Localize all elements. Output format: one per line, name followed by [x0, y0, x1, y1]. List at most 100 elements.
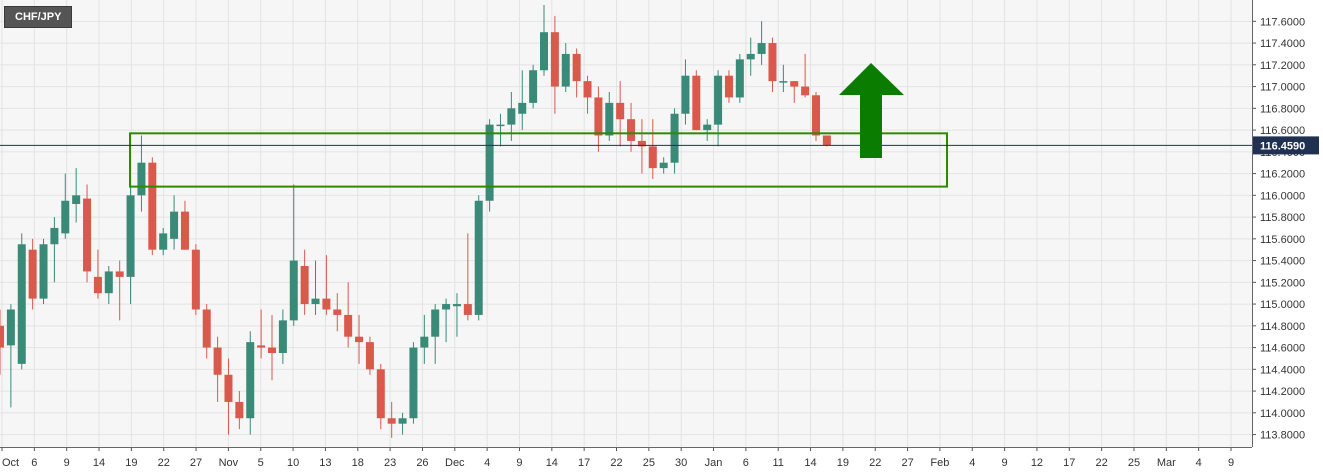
current-price-tag-bg [1253, 136, 1319, 155]
candle-body [648, 146, 657, 169]
x-tick-label: 26 [416, 457, 428, 469]
x-tick-label: 12 [1031, 457, 1043, 469]
candle-body [474, 200, 483, 315]
x-tick-label: Dec [445, 457, 465, 469]
candle-body [278, 320, 287, 353]
bearish-candle [572, 48, 581, 98]
symbol-label[interactable]: CHF/JPY [4, 6, 73, 28]
bullish-candle [409, 342, 418, 424]
candle-body [17, 244, 26, 364]
bullish-candle [61, 173, 70, 239]
bullish-candle [278, 309, 287, 364]
bearish-candle [355, 314, 364, 364]
candle-body [322, 298, 331, 310]
y-tick-label: 116.6000 [1260, 125, 1305, 137]
y-tick-label: 115.8000 [1260, 212, 1305, 224]
candle-body [50, 227, 59, 245]
bearish-candle [637, 119, 646, 174]
candle-body [692, 75, 701, 131]
candle-body [812, 95, 820, 136]
bullish-candle [246, 331, 255, 435]
x-tick-label: Jan [705, 457, 723, 469]
x-tick-label: 22 [610, 457, 622, 469]
candle-body [463, 304, 472, 315]
y-tick-label: 116.2000 [1260, 169, 1305, 181]
bearish-candle [616, 81, 625, 147]
y-tick-label: 116.8000 [1260, 103, 1305, 115]
y-tick-label: 114.2000 [1260, 386, 1305, 398]
candle-body [246, 342, 255, 419]
bearish-candle [115, 260, 124, 321]
current-price-value: 116.4590 [1260, 140, 1305, 152]
candle-body [605, 102, 614, 136]
candle-body [572, 53, 581, 82]
bearish-candle [790, 81, 799, 103]
candle-body [714, 75, 723, 125]
y-tick-label: 115.6000 [1260, 234, 1305, 246]
candle-body [561, 53, 570, 87]
bullish-candle [398, 412, 407, 435]
bearish-candle [463, 233, 472, 321]
x-tick-label: 25 [643, 457, 655, 469]
candle-body [170, 211, 179, 239]
y-tick-label: 115.0000 [1260, 299, 1305, 311]
candle-body [583, 81, 592, 98]
x-tick-label: 19 [125, 457, 137, 469]
x-tick-label: 22 [158, 457, 170, 469]
x-tick-label: Oct [2, 457, 19, 469]
bullish-candle [104, 266, 113, 305]
candle-body [180, 211, 189, 250]
candle-body [355, 336, 364, 343]
bearish-candle [550, 15, 559, 114]
y-tick-label: 115.4000 [1260, 256, 1305, 268]
candle-body [115, 271, 124, 277]
candle-body [681, 75, 690, 114]
candle-body [442, 304, 451, 310]
bullish-candle [452, 293, 461, 337]
bearish-candle [692, 70, 701, 131]
candle-body [213, 347, 222, 375]
x-tick-label: 6 [31, 457, 37, 469]
bullish-candle [126, 186, 135, 305]
bullish-candle [735, 53, 744, 103]
candle-body [289, 260, 298, 321]
bullish-candle [779, 64, 788, 92]
candle-body [801, 86, 810, 96]
x-tick-label: 5 [258, 457, 264, 469]
candle-body [257, 345, 266, 348]
bullish-candle [50, 217, 59, 283]
bullish-candle [170, 195, 179, 250]
plot-background [0, 0, 1252, 447]
x-tick-label: 22 [869, 457, 881, 469]
bearish-candle [387, 401, 396, 438]
x-tick-label: 19 [837, 457, 849, 469]
candle-body [83, 198, 92, 272]
candle-body [202, 309, 211, 348]
bullish-candle [159, 227, 168, 256]
y-tick-label: 117.2000 [1260, 60, 1305, 72]
candle-body [191, 249, 200, 310]
candle-body [137, 162, 146, 196]
bearish-candle [83, 184, 92, 283]
candle-body [344, 314, 353, 337]
candle-body [300, 266, 309, 305]
bearish-candle [191, 244, 200, 315]
bullish-candle [137, 135, 146, 212]
bullish-candle [757, 21, 766, 65]
candle-body [6, 309, 15, 346]
candle-body [616, 102, 625, 120]
y-tick-label: 117.4000 [1260, 38, 1305, 50]
candle-body [790, 81, 799, 87]
candle-body [659, 162, 668, 169]
candle-body [822, 135, 831, 146]
bullish-candle [561, 43, 570, 92]
x-tick-label: 4 [484, 457, 490, 469]
candle-body [376, 369, 385, 419]
candle-body [529, 70, 538, 103]
candle-body [420, 336, 429, 348]
candle-body [224, 374, 233, 402]
candle-body [594, 97, 603, 136]
y-tick-label: 115.2000 [1260, 277, 1305, 289]
bearish-candle [322, 255, 331, 315]
